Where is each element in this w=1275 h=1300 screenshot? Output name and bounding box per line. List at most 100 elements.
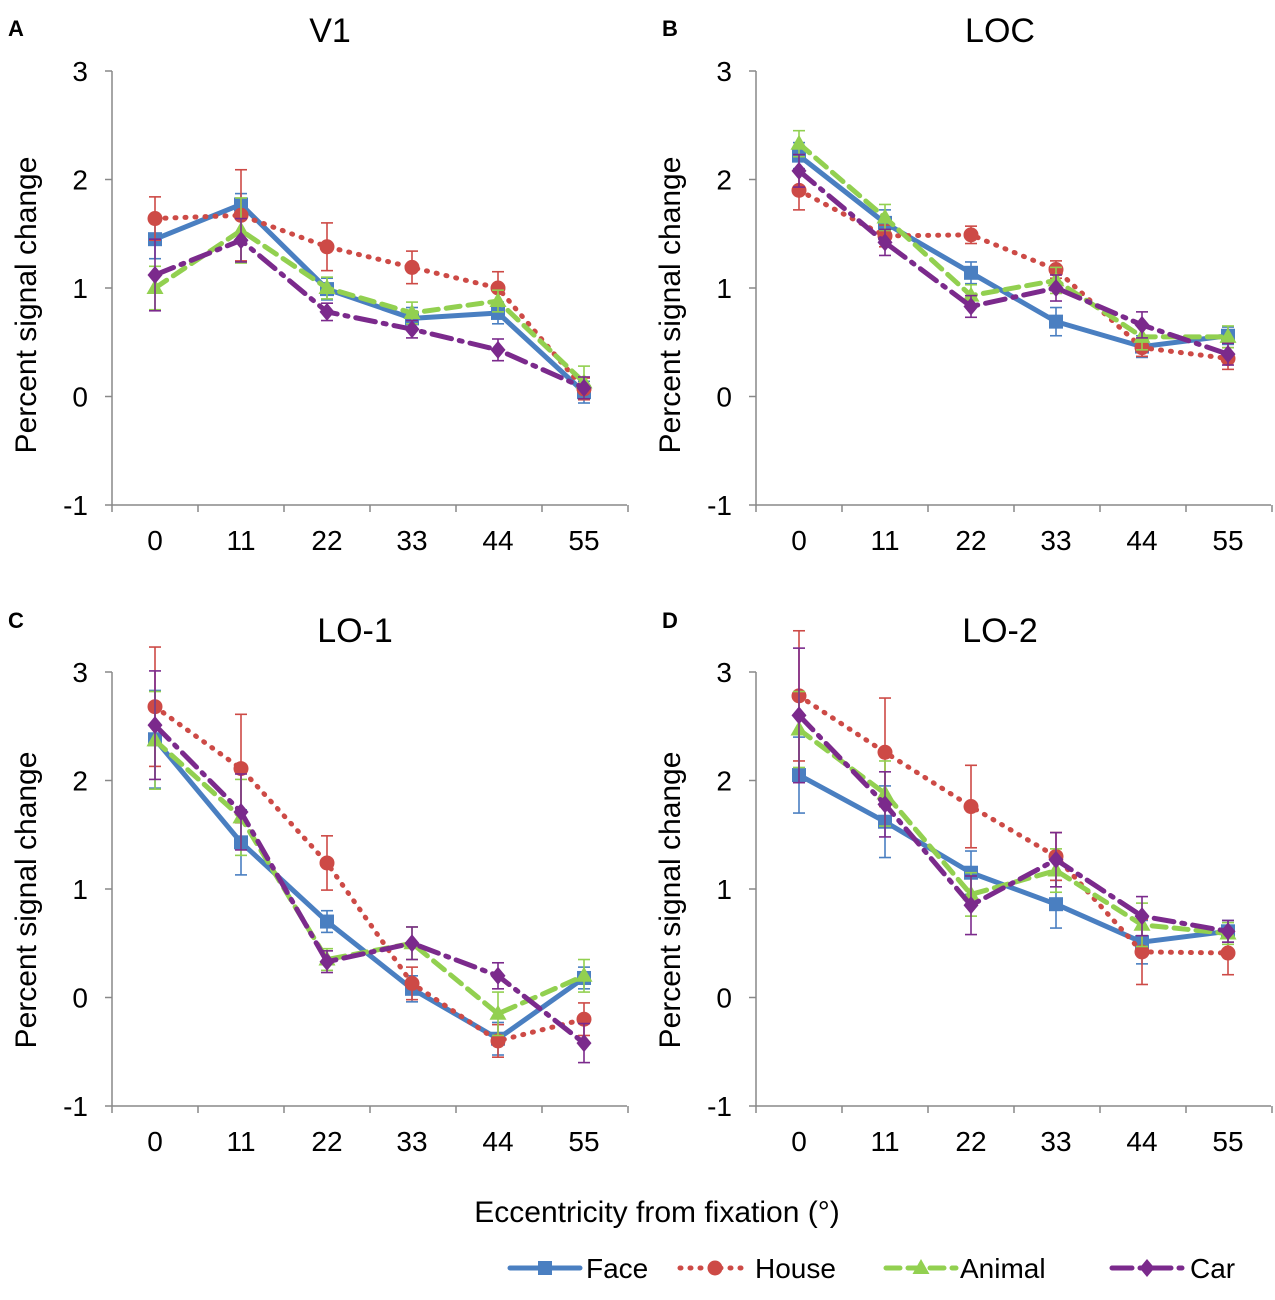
- y-axis-label: Percent signal change: [10, 157, 43, 454]
- x-tick-label: 44: [1126, 1126, 1157, 1157]
- y-tick-label: 0: [716, 382, 732, 413]
- data-point: [964, 265, 978, 280]
- x-tick-label: 11: [226, 525, 255, 556]
- x-tick-label: 11: [870, 1126, 899, 1157]
- series-car: [147, 217, 592, 400]
- data-point: [876, 208, 894, 224]
- data-point: [877, 744, 893, 760]
- data-point: [963, 896, 979, 915]
- y-tick-label: 3: [72, 56, 88, 87]
- panel-letter: B: [662, 16, 678, 41]
- data-point: [491, 305, 505, 320]
- data-point: [147, 211, 163, 227]
- x-tick-label: 55: [568, 525, 599, 556]
- y-tick-label: 3: [716, 56, 732, 87]
- legend-label: Animal: [960, 1253, 1046, 1284]
- legend-marker: [1139, 1259, 1155, 1277]
- series-car: [791, 647, 1236, 943]
- legend-marker: [912, 1259, 930, 1274]
- data-point: [963, 799, 979, 815]
- x-tick-label: 22: [955, 525, 986, 556]
- data-point: [404, 975, 420, 991]
- x-tick-label: 33: [1040, 525, 1071, 556]
- data-point: [233, 761, 249, 777]
- data-point: [318, 279, 336, 294]
- series-car: [791, 153, 1236, 366]
- data-point: [490, 280, 506, 296]
- data-point: [1049, 897, 1063, 912]
- series-car: [147, 670, 592, 1064]
- data-point: [404, 934, 420, 953]
- data-point: [490, 966, 506, 985]
- y-tick-label: 2: [716, 766, 732, 797]
- panel-c: C LO-1 Percent signal change -1 0 1 2 3 0 11 22 33 4…: [8, 608, 629, 1157]
- y-tick-label: -1: [63, 1091, 88, 1122]
- series-line: [152, 722, 587, 1046]
- data-point: [404, 259, 420, 275]
- data-point: [403, 303, 421, 319]
- data-point: [963, 227, 979, 243]
- y-tick-label: 0: [72, 382, 88, 413]
- legend-item-car: Car: [1109, 1253, 1235, 1284]
- y-tick-label: -1: [707, 490, 732, 521]
- series-line: [152, 737, 587, 1017]
- x-tick-label: 55: [568, 1126, 599, 1157]
- data-point: [1134, 315, 1150, 334]
- panel-a: A V1 Percent signal change -1 0 1 2 3 0 11 22 33 44 5…: [8, 12, 629, 556]
- data-point: [320, 914, 334, 929]
- series-line: [796, 712, 1231, 934]
- data-point: [1220, 345, 1236, 364]
- x-tick-label: 0: [791, 525, 807, 556]
- data-point: [791, 706, 807, 725]
- x-tick-label: 22: [311, 525, 342, 556]
- data-point: [576, 1034, 592, 1053]
- data-point: [575, 966, 593, 982]
- series-line: [152, 201, 587, 395]
- x-tick-label: 0: [147, 525, 163, 556]
- panel-title: V1: [309, 12, 351, 50]
- data-point: [791, 161, 807, 180]
- panel-title: LO-2: [962, 612, 1038, 650]
- series-line: [796, 168, 1231, 357]
- series-animal: [790, 129, 1237, 351]
- data-point: [1219, 327, 1237, 343]
- series-line: [796, 141, 1231, 340]
- y-tick-label: 3: [716, 657, 732, 688]
- series-line: [796, 772, 1231, 945]
- y-axis-label: Percent signal change: [654, 752, 687, 1049]
- data-point: [319, 239, 335, 255]
- x-tick-label: 33: [396, 525, 427, 556]
- x-tick-label: 11: [226, 1126, 255, 1157]
- data-point: [319, 855, 335, 871]
- data-point: [1049, 314, 1063, 329]
- data-point: [1048, 279, 1064, 297]
- panel-d: D LO-2 Percent signal change -1 0 1 2 3 0 11 22 33 4…: [654, 608, 1273, 1157]
- y-tick-label: 1: [716, 874, 732, 905]
- y-tick-label: 1: [72, 273, 88, 304]
- legend: Face House Animal Car: [507, 1253, 1235, 1284]
- panel-letter: C: [8, 608, 24, 633]
- x-tick-label: 11: [870, 525, 899, 556]
- series-line: [152, 227, 587, 385]
- legend-label: House: [755, 1253, 836, 1284]
- panel-letter: D: [662, 608, 678, 633]
- x-tick-label: 55: [1212, 1126, 1243, 1157]
- legend-label: Face: [586, 1253, 648, 1284]
- y-tick-label: 0: [716, 983, 732, 1014]
- panel-letter: A: [8, 16, 24, 41]
- y-tick-label: 3: [72, 657, 88, 688]
- x-tick-label: 22: [955, 1126, 986, 1157]
- y-tick-label: 2: [72, 165, 88, 196]
- data-point: [319, 952, 335, 971]
- data-point: [963, 297, 979, 316]
- x-tick-label: 44: [482, 1126, 513, 1157]
- x-tick-label: 44: [1126, 525, 1157, 556]
- series-line: [152, 237, 587, 391]
- legend-item-house: House: [677, 1253, 836, 1284]
- data-point: [489, 292, 507, 308]
- x-tick-label: 33: [396, 1126, 427, 1157]
- data-point: [233, 231, 249, 250]
- series-line: [152, 736, 587, 1042]
- data-point: [1220, 945, 1236, 961]
- data-point: [490, 340, 506, 359]
